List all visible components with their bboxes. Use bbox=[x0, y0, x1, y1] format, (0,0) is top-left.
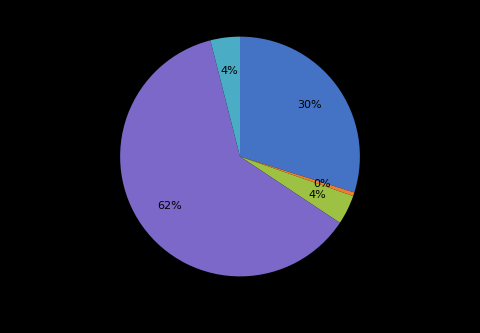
Wedge shape bbox=[120, 40, 340, 276]
Wedge shape bbox=[210, 37, 240, 157]
Text: 30%: 30% bbox=[297, 101, 322, 111]
Wedge shape bbox=[240, 157, 354, 196]
Text: 4%: 4% bbox=[309, 190, 326, 200]
Wedge shape bbox=[240, 157, 353, 223]
Wedge shape bbox=[240, 37, 360, 192]
Text: 62%: 62% bbox=[157, 201, 182, 211]
Text: 0%: 0% bbox=[313, 179, 331, 189]
Text: 4%: 4% bbox=[220, 66, 238, 76]
